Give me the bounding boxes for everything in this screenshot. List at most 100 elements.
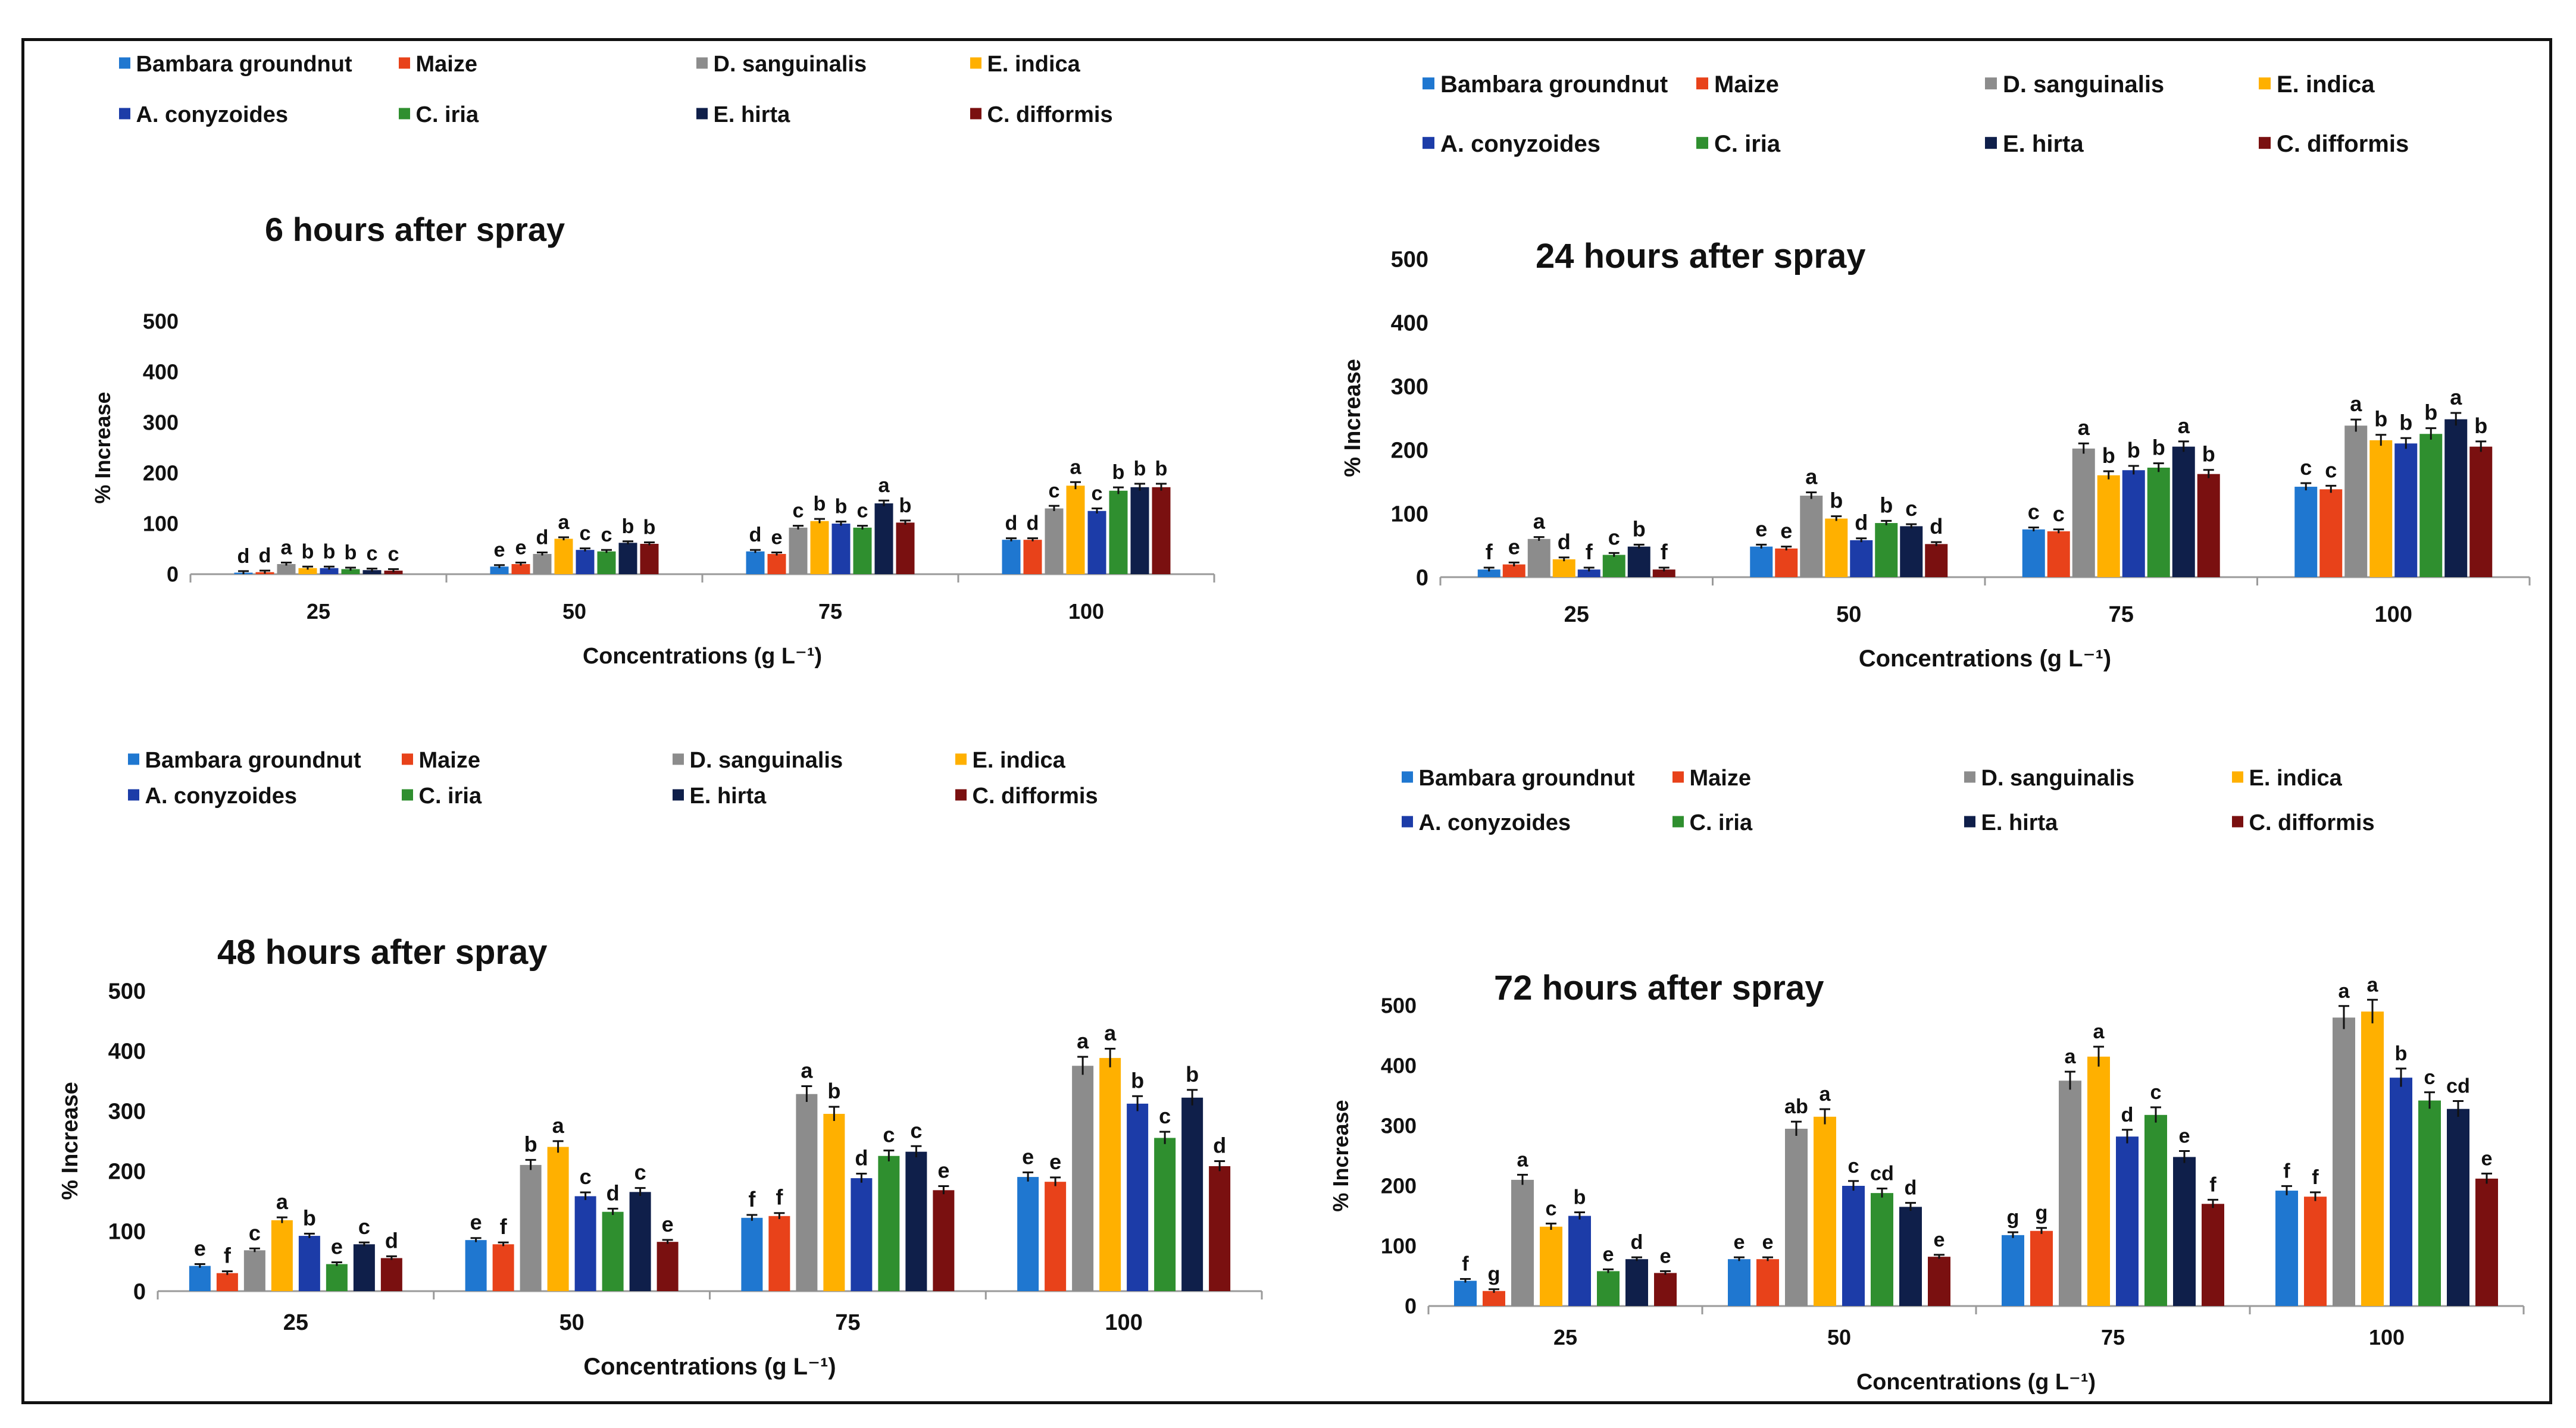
data-label: f: [2312, 1166, 2319, 1189]
data-label: a: [1517, 1148, 1528, 1171]
bar: [1750, 546, 1773, 577]
bar: [2002, 1235, 2024, 1306]
legend-swatch: [2232, 771, 2243, 783]
y-tick-label: 400: [1381, 1054, 1417, 1078]
y-tick-label: 0: [133, 1279, 146, 1304]
data-label: e: [1762, 1231, 1773, 1254]
bar: [189, 1266, 211, 1291]
data-label: a: [1077, 1029, 1089, 1053]
data-label: a: [1104, 1020, 1117, 1045]
x-tick-label: 50: [559, 1310, 584, 1335]
legend-swatch: [1672, 771, 1684, 783]
data-label: b: [2424, 400, 2437, 425]
bar: [853, 527, 872, 574]
bar: [1540, 1226, 1562, 1306]
bar: [1511, 1179, 1534, 1306]
legend-swatch: [119, 108, 130, 120]
bar: [465, 1240, 487, 1291]
legend-swatch: [2259, 137, 2271, 149]
bar: [2030, 1230, 2053, 1306]
data-label: c: [2028, 500, 2040, 524]
bar: [1602, 555, 1625, 577]
legend-label: C. iria: [419, 784, 482, 809]
legend-label: E. hirta: [1981, 810, 2059, 835]
bar: [1850, 540, 1873, 577]
bar: [656, 1242, 679, 1291]
bar: [1654, 1273, 1677, 1306]
bar: [1045, 1182, 1067, 1291]
data-label: b: [345, 541, 357, 564]
data-label: g: [2036, 1202, 2048, 1225]
bar: [1209, 1166, 1231, 1291]
data-label: d: [1027, 512, 1039, 535]
data-label: f: [776, 1185, 783, 1210]
legend-swatch: [2232, 816, 2243, 828]
data-label: c: [1048, 480, 1059, 502]
bar: [547, 1147, 569, 1291]
bar: [2087, 1056, 2110, 1306]
bar: [1577, 569, 1600, 577]
bar: [1552, 559, 1575, 577]
bar: [1900, 526, 1923, 577]
data-label: e: [771, 526, 782, 549]
legend-label: Bambara groundnut: [136, 52, 352, 77]
chart-title: 48 hours after spray: [217, 933, 547, 972]
data-label: e: [1780, 519, 1792, 543]
data-label: a: [2350, 392, 2362, 416]
bar: [490, 566, 509, 574]
legend-label: C. difformis: [2277, 131, 2409, 157]
y-tick-label: 0: [1416, 565, 1428, 590]
legend-swatch: [1402, 816, 1413, 828]
bar: [2275, 1191, 2298, 1306]
bar: [1728, 1259, 1750, 1306]
bar: [746, 551, 765, 574]
data-label: b: [643, 516, 656, 538]
legend-label: C. iria: [416, 102, 479, 127]
legend-swatch: [970, 57, 981, 69]
bar: [874, 503, 893, 574]
data-label: c: [910, 1118, 922, 1142]
data-label: f: [2209, 1173, 2217, 1196]
legend-swatch: [1696, 137, 1708, 149]
bar: [326, 1264, 348, 1291]
x-tick-label: 100: [2369, 1325, 2405, 1349]
legend-label: C. iria: [1690, 810, 1753, 835]
data-label: d: [1855, 511, 1868, 535]
y-tick-label: 200: [143, 461, 179, 486]
data-label: e: [493, 539, 505, 562]
bar: [896, 522, 915, 574]
chart-svg-24h: Bambara groundnut Maize D. sanguinalis E. i…: [1340, 71, 2531, 672]
data-label: b: [1880, 493, 1893, 517]
bar: [2294, 487, 2318, 577]
data-label: d: [1905, 1177, 1917, 1200]
data-label: b: [1131, 1068, 1144, 1092]
chart-panel-6h: Bambara groundnut Maize D. sanguinalis E. i…: [65, 48, 1274, 678]
legend-swatch: [1423, 77, 1434, 90]
bar: [768, 1216, 790, 1291]
x-tick-label: 50: [1836, 602, 1861, 627]
legend-label: Maize: [416, 52, 477, 77]
data-label: a: [878, 474, 890, 497]
y-tick-label: 400: [143, 360, 179, 384]
data-label: c: [1847, 1155, 1859, 1178]
data-label: c: [2300, 455, 2312, 480]
legend-swatch: [673, 789, 684, 801]
legend-label: C. difformis: [2249, 810, 2375, 835]
data-label: a: [1805, 465, 1818, 489]
x-tick-label: 25: [1553, 1325, 1577, 1349]
data-label: a: [2366, 973, 2378, 996]
bar: [1152, 487, 1171, 574]
chart-panel-48h: Bambara groundnut Maize D. sanguinalis E. i…: [54, 741, 1268, 1389]
legend-label: E. hirta: [690, 784, 767, 809]
data-label: e: [331, 1235, 343, 1259]
y-tick-label: 200: [1391, 438, 1428, 463]
data-label: b: [1134, 458, 1146, 480]
data-label: b: [1633, 516, 1646, 541]
bar: [2144, 1114, 2167, 1306]
data-label: b: [2399, 410, 2412, 434]
bar: [789, 527, 808, 574]
bar: [1087, 511, 1106, 574]
legend-swatch: [673, 753, 684, 765]
bar: [1502, 564, 1525, 577]
x-tick-label: 75: [2101, 1325, 2125, 1349]
